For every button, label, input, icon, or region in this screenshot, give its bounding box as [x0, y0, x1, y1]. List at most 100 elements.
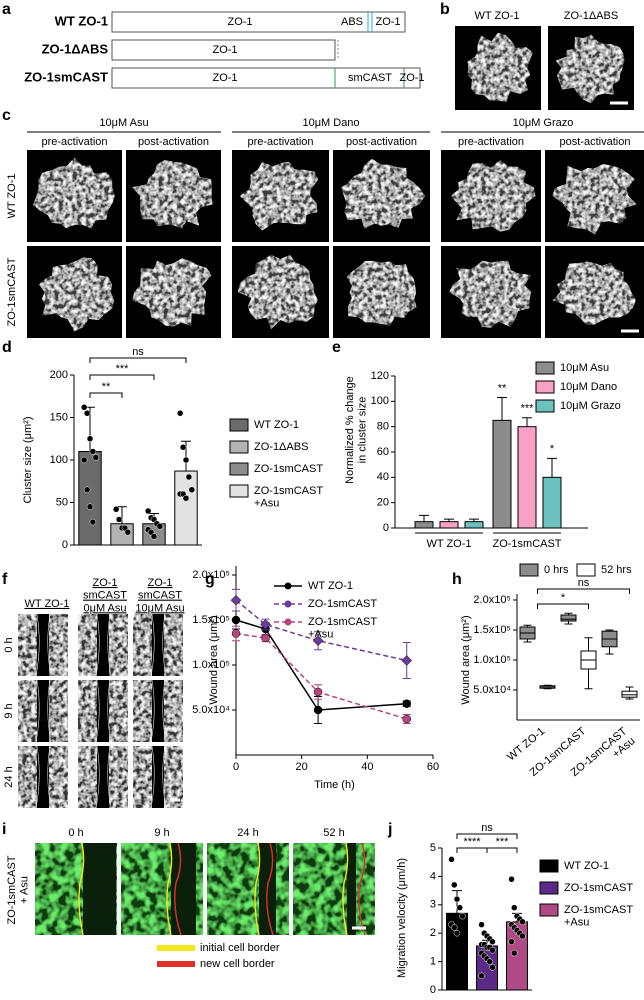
- cells: [78, 614, 97, 676]
- cells: [49, 680, 68, 742]
- marker: [401, 655, 413, 666]
- panel-label: d: [2, 339, 12, 356]
- cells: [164, 680, 183, 742]
- data-point: [89, 518, 97, 526]
- cell: [132, 258, 212, 327]
- series-line: [235, 619, 407, 711]
- cells: [18, 746, 37, 808]
- legend-label: 10μM Asu: [560, 362, 609, 374]
- error-bar: [522, 417, 532, 427]
- legend-label: ZO-1smCAST +Asu: [254, 485, 323, 510]
- legend-swatch: [157, 945, 195, 951]
- legend-swatch: [539, 903, 559, 917]
- y-axis-label: Wound area (μm²): [208, 615, 220, 704]
- legend-swatch: [576, 563, 596, 577]
- data-point: [489, 938, 496, 945]
- marker: [313, 687, 323, 697]
- segment: ZO-1: [399, 72, 424, 84]
- y-tick-label: 1: [430, 956, 436, 968]
- legend-swatch: [535, 399, 555, 413]
- construct-box: [111, 11, 406, 33]
- y-tick-label: 40: [377, 471, 389, 483]
- panel-label: h: [452, 571, 462, 588]
- data-point: [478, 921, 485, 928]
- data-point: [179, 444, 187, 451]
- y-tick-label: 5: [430, 842, 436, 854]
- data-point: [144, 507, 152, 515]
- wound-gap: [347, 843, 356, 935]
- data-point: [83, 486, 91, 493]
- error-bar: [497, 397, 507, 421]
- legend-label: 10μM Grazo: [560, 400, 621, 412]
- y-tick-label: 0: [430, 984, 436, 996]
- bar: [439, 521, 459, 529]
- data-point: [448, 856, 455, 863]
- data-point: [80, 404, 88, 411]
- cell: [33, 157, 116, 229]
- significance-bracket: [89, 374, 155, 380]
- cell: [346, 260, 417, 326]
- legend-swatch: [157, 961, 195, 967]
- y-tick-label: 1.0x10⁵: [192, 659, 230, 671]
- new-border: [266, 842, 274, 936]
- x-tick-label: ZO-1smCAST: [492, 538, 561, 550]
- significance-bracket: [537, 588, 630, 594]
- cell: [552, 164, 637, 235]
- y-tick-label: 5.0x10⁴: [473, 684, 511, 696]
- legend-label: 0 hrs: [544, 564, 569, 576]
- legend-swatch: [229, 462, 249, 476]
- data-point: [478, 972, 485, 980]
- y-axis-label: Migration velocity (μm/h): [396, 858, 408, 978]
- cells: [78, 746, 97, 808]
- data-point: [456, 904, 463, 911]
- whisker: [564, 612, 573, 625]
- cell: [555, 34, 625, 104]
- data-point: [80, 456, 88, 464]
- segment: smCAST: [348, 72, 392, 84]
- bar: [492, 419, 512, 529]
- error-bar: [547, 457, 557, 478]
- significance-label: ****: [463, 836, 481, 848]
- phase-label: post-activation: [346, 136, 417, 148]
- significance-bracket: [456, 847, 488, 853]
- legend-swatch: [519, 563, 539, 577]
- data-point: [185, 473, 193, 481]
- significance-label: ns: [132, 346, 144, 358]
- bar: [78, 451, 102, 546]
- marker: [313, 705, 323, 715]
- y-tick-label: 4: [430, 870, 436, 882]
- y-tick-label: 20: [377, 497, 389, 509]
- construct-label: WT ZO-1: [55, 13, 108, 28]
- cells: [164, 614, 183, 676]
- marker: [231, 615, 241, 625]
- legend-label: ZO-1smCAST +Asu: [308, 616, 377, 641]
- significance-bracket: [486, 847, 518, 853]
- y-tick-label: 150: [50, 411, 68, 423]
- cell: [239, 161, 319, 231]
- image-label: ZO-1ΔABS: [564, 10, 618, 22]
- legend-marker: [284, 618, 292, 626]
- legend-swatch: [535, 361, 555, 375]
- x-tick-label: 60: [427, 761, 439, 773]
- new-border: [174, 842, 182, 936]
- row-label: ZO-1smCAST: [6, 257, 18, 326]
- data-point: [124, 529, 132, 536]
- significance-label: ***: [496, 836, 510, 848]
- wound-edge: [150, 613, 167, 677]
- significance-label: *: [561, 592, 566, 604]
- data-point: [451, 924, 458, 931]
- treatment-label: 10μM Asu: [99, 117, 148, 129]
- time-label: 9 h: [154, 827, 169, 839]
- y-tick-label: 80: [377, 421, 389, 433]
- cell: [39, 257, 114, 332]
- row-label: ZO-1smCAST+ Asu: [6, 855, 31, 924]
- data-point: [182, 456, 190, 464]
- y-tick-label: 3: [430, 899, 436, 911]
- data-point: [451, 881, 458, 889]
- panel-label: b: [440, 1, 450, 18]
- data-point: [176, 410, 184, 417]
- y-tick-label: 1.5x10⁵: [192, 614, 230, 626]
- column-label: WT ZO-1: [24, 598, 69, 610]
- panel-label: c: [2, 107, 11, 124]
- initial-border: [166, 842, 173, 936]
